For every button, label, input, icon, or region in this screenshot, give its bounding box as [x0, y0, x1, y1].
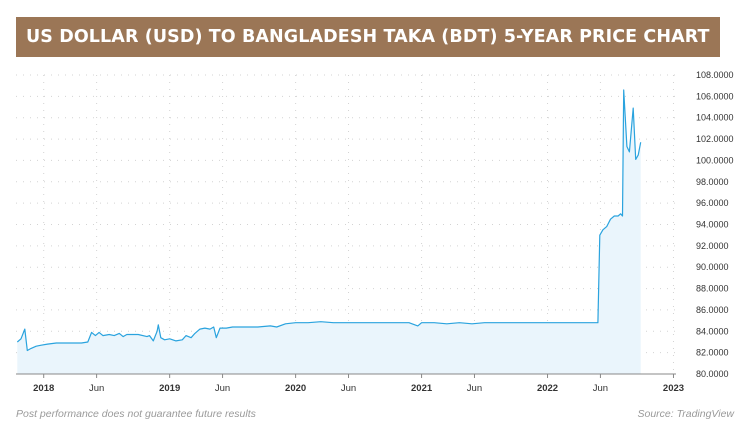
x-axis-ticks: 2018 Jun 2019 Jun 2020 Jun 2021 Jun 2022 Jun 2023	[33, 374, 684, 394]
x-tick-label: Jun	[467, 383, 482, 394]
y-axis-ticks: 80.0000 82.0000 84.0000 86.0000 88.0000 90.00…	[696, 70, 734, 379]
x-tick-label: Jun	[89, 383, 104, 394]
y-tick-label: 84.0000	[696, 326, 729, 336]
y-tick-label: 98.0000	[696, 177, 729, 187]
y-tick-label: 82.0000	[696, 348, 729, 358]
chart-grid	[16, 74, 676, 375]
y-tick-label: 102.0000	[696, 134, 734, 144]
x-tick-label: 2018	[33, 383, 54, 394]
x-tick-label: 2022	[537, 383, 558, 394]
chart-title-badge: US DOLLAR (USD) TO BANGLADESH TAKA (BDT)…	[16, 17, 720, 57]
y-tick-label: 86.0000	[696, 305, 729, 315]
y-tick-label: 94.0000	[696, 220, 729, 230]
y-tick-label: 100.0000	[696, 155, 734, 165]
y-tick-label: 96.0000	[696, 198, 729, 208]
source-text: Source: TradingView	[637, 408, 735, 420]
y-tick-label: 90.0000	[696, 262, 729, 272]
y-tick-label: 106.0000	[696, 91, 734, 101]
x-tick-label: Jun	[215, 383, 230, 394]
x-tick-label: Jun	[341, 383, 356, 394]
y-tick-label: 92.0000	[696, 241, 729, 251]
y-tick-label: 108.0000	[696, 70, 734, 80]
disclaimer-text: Post performance does not guarantee futu…	[16, 408, 256, 420]
x-tick-label: 2023	[663, 383, 684, 394]
price-area-fill	[17, 90, 641, 374]
x-tick-label: 2021	[411, 383, 433, 394]
y-tick-label: 104.0000	[696, 113, 734, 123]
chart-title: US DOLLAR (USD) TO BANGLADESH TAKA (BDT)…	[26, 27, 710, 47]
x-tick-label: 2019	[159, 383, 180, 394]
x-tick-label: 2020	[285, 383, 306, 394]
price-line	[16, 89, 642, 352]
y-tick-label: 80.0000	[696, 369, 729, 379]
x-tick-label: Jun	[593, 383, 608, 394]
y-tick-label: 88.0000	[696, 284, 729, 294]
